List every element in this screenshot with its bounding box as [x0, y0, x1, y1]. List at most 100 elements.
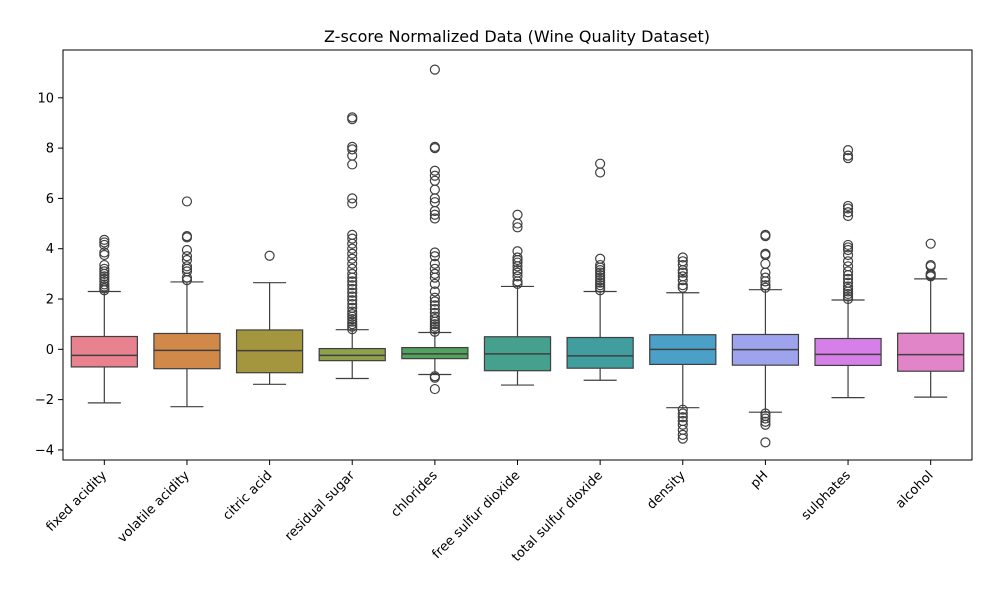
outlier-point	[842, 203, 854, 214]
outlier-point	[181, 266, 193, 277]
outlier-point	[347, 314, 358, 325]
outlier-point	[181, 196, 193, 207]
outlier-point	[347, 263, 358, 274]
outlier-point	[264, 250, 275, 261]
outlier-point	[99, 237, 110, 248]
outlier-point	[760, 413, 771, 424]
outlier-point	[99, 273, 110, 284]
outlier-point	[429, 314, 440, 325]
outlier-point	[677, 267, 688, 278]
outlier-point	[429, 64, 440, 75]
x-tick-label: pH	[748, 468, 771, 491]
outlier-point	[842, 277, 854, 288]
outlier-point	[842, 261, 854, 272]
x-tick-label: free sulfur dioxide	[430, 468, 524, 562]
outlier-point	[429, 209, 440, 220]
x-tick-label: total sulfur dioxide	[509, 468, 606, 565]
outlier-point	[99, 276, 110, 287]
outlier-point	[347, 321, 358, 332]
x-tick-label: volatile acidity	[115, 468, 193, 546]
outlier-point	[347, 316, 358, 327]
outlier-point	[595, 282, 606, 293]
outlier-point	[842, 291, 854, 302]
box-group	[70, 234, 138, 404]
outlier-point	[347, 306, 358, 317]
outlier-point	[99, 263, 110, 274]
outlier-point	[760, 272, 771, 283]
outlier-point	[760, 229, 771, 240]
outlier-point	[595, 285, 606, 296]
outlier-point	[347, 159, 358, 170]
outlier-point	[595, 167, 606, 178]
outlier-point	[760, 280, 771, 291]
outlier-point	[429, 278, 440, 290]
box-group	[566, 158, 634, 381]
outlier-point	[347, 268, 358, 279]
outlier-point	[347, 283, 358, 295]
outlier-point	[842, 244, 854, 256]
box-iqr	[814, 337, 882, 367]
outlier-point	[595, 158, 606, 169]
outlier-point	[429, 258, 440, 269]
outlier-point	[429, 300, 440, 311]
outlier-point	[347, 298, 358, 310]
outlier-point	[429, 321, 440, 332]
outlier-point	[595, 270, 606, 281]
outlier-point	[512, 252, 523, 263]
outlier-point	[842, 256, 854, 267]
outlier-point	[595, 259, 606, 271]
outlier-point	[347, 144, 358, 155]
outlier-point	[760, 282, 771, 293]
outlier-point	[842, 150, 854, 161]
outlier-point	[347, 287, 358, 298]
outlier-point	[347, 280, 358, 291]
outlier-point	[677, 429, 688, 440]
outlier-point	[842, 145, 854, 156]
outlier-point	[181, 261, 193, 272]
x-axis: fixed acidity volatile acidity citric acid…	[44, 460, 937, 565]
outlier-point	[595, 280, 606, 291]
box-group	[235, 250, 304, 385]
box-iqr	[235, 329, 304, 374]
outlier-point	[429, 286, 440, 297]
box-group	[401, 64, 469, 395]
outlier-point	[842, 273, 854, 284]
outlier-point	[181, 244, 193, 256]
outlier-point	[347, 193, 358, 204]
outlier-point	[347, 319, 358, 330]
outlier-point	[595, 275, 606, 286]
outlier-point	[99, 259, 110, 271]
outlier-point	[347, 253, 358, 264]
outlier-point	[512, 209, 523, 220]
box-iqr	[153, 332, 221, 370]
outlier-point	[760, 416, 771, 427]
outlier-point	[181, 254, 193, 266]
outlier-point	[99, 271, 110, 282]
outlier-point	[99, 279, 110, 290]
outlier-point	[347, 276, 358, 287]
y-tick-label: 6	[46, 192, 54, 207]
outlier-point	[677, 252, 688, 263]
box-series	[70, 64, 965, 448]
outlier-point	[347, 141, 358, 152]
y-tick-label: 2	[46, 293, 54, 308]
outlier-point	[429, 319, 440, 330]
outlier-point	[595, 272, 606, 283]
outlier-point	[842, 293, 854, 305]
box-group	[649, 252, 717, 444]
outlier-point	[512, 264, 523, 276]
outlier-point	[677, 275, 688, 286]
x-tick-label: sulphates	[799, 468, 854, 523]
y-tick-label: 4	[46, 242, 54, 257]
outlier-point	[347, 258, 358, 269]
outlier-point	[512, 257, 523, 268]
outlier-point	[347, 295, 358, 306]
outlier-point	[181, 251, 193, 262]
outlier-point	[347, 309, 358, 320]
outlier-point	[677, 408, 688, 419]
x-tick-label: fixed acidity	[44, 468, 111, 535]
outlier-point	[347, 291, 358, 302]
box-iqr	[401, 346, 469, 360]
y-axis: −4 −2 0 2 4 6 8 10	[35, 91, 63, 458]
y-tick-label: −2	[35, 393, 54, 408]
